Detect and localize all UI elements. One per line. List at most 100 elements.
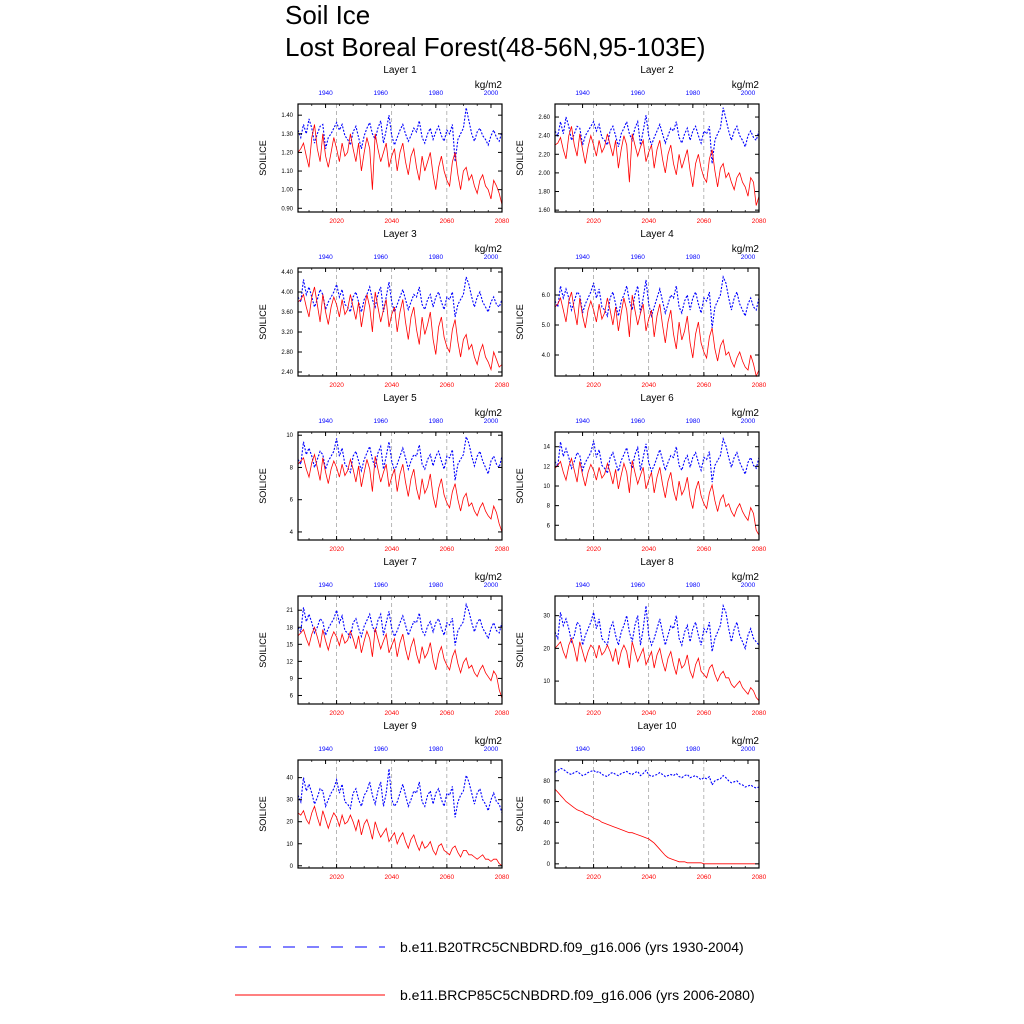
y-axis-label: SOILICE (258, 140, 268, 176)
x-tick-label: 2040 (641, 218, 656, 225)
y-tick-label: 20 (543, 646, 550, 652)
series-line-historical (554, 767, 760, 789)
panel-layer-7: Layer 7 kg/m2 6 9 12 15 18 21 2020 2040 2060 2080 19… (258, 557, 510, 717)
units-label: kg/m2 (475, 572, 503, 583)
x-tick-label: 2020 (586, 218, 601, 225)
y-tick-label: 40 (543, 820, 550, 826)
legend-label-historical: b.e11.B20TRC5CNBDRD.f09_g16.006 (yrs 193… (400, 939, 744, 955)
plot-frame (297, 595, 503, 705)
x-tick-label: 2060 (440, 546, 455, 553)
series-line-future (554, 637, 760, 701)
panel-title: Layer 1 (383, 65, 417, 76)
top-tick-label: 1960 (373, 418, 388, 425)
panel-title: Layer 2 (640, 65, 674, 76)
x-tick-label: 2080 (495, 546, 510, 553)
units-label: kg/m2 (732, 572, 760, 583)
chart-subtitle: Lost Boreal Forest(48-56N,95-103E) (285, 32, 706, 62)
y-tick-label: 10 (543, 679, 550, 685)
top-tick-label: 1940 (318, 418, 333, 425)
top-tick-label: 1940 (575, 90, 590, 97)
units-label: kg/m2 (732, 736, 760, 747)
y-tick-label: 5.0 (542, 323, 551, 329)
x-tick-label: 2020 (586, 710, 601, 717)
legend-label-future: b.e11.BRCP85C5CNBDRD.f09_g16.006 (yrs 20… (400, 987, 755, 1003)
top-tick-label: 2000 (741, 418, 756, 425)
top-tick-label: 1980 (429, 90, 444, 97)
x-tick-label: 2060 (697, 874, 712, 881)
plot-frame (554, 103, 760, 213)
y-tick-label: 8 (290, 465, 294, 471)
x-tick-label: 2040 (384, 710, 399, 717)
y-tick-label: 1.30 (281, 132, 293, 138)
y-tick-label: 4.40 (281, 270, 293, 276)
top-tick-label: 1980 (429, 254, 444, 261)
y-axis-label: SOILICE (258, 468, 268, 504)
x-tick-label: 2040 (384, 874, 399, 881)
top-tick-label: 1960 (373, 746, 388, 753)
panel-layer-8: Layer 8 kg/m2 10 20 30 2020 2040 2060 2080 1940 19… (515, 557, 767, 717)
y-tick-label: 6 (290, 498, 294, 504)
x-tick-label: 2020 (329, 874, 344, 881)
top-tick-label: 2000 (484, 418, 499, 425)
panel-title: Layer 6 (640, 393, 674, 404)
panel-title: Layer 4 (640, 229, 674, 240)
top-tick-label: 1980 (686, 746, 701, 753)
y-axis-label: SOILICE (258, 304, 268, 340)
y-tick-label: 4.0 (542, 353, 551, 359)
y-tick-label: 6.0 (542, 293, 551, 299)
y-tick-label: 80 (543, 779, 550, 785)
y-axis-label: SOILICE (515, 468, 525, 504)
y-axis-label: SOILICE (515, 632, 525, 668)
top-tick-label: 1960 (373, 582, 388, 589)
x-tick-label: 2060 (697, 546, 712, 553)
plot-frame (297, 431, 503, 541)
top-tick-label: 1980 (686, 582, 701, 589)
series-line-historical (297, 276, 503, 318)
top-tick-label: 1960 (630, 254, 645, 261)
x-tick-label: 2060 (440, 382, 455, 389)
series-line-future (297, 124, 503, 205)
top-tick-label: 1960 (373, 90, 388, 97)
plot-frame (297, 267, 503, 377)
top-tick-label: 1980 (686, 254, 701, 261)
y-tick-label: 30 (543, 614, 550, 620)
x-tick-label: 2040 (384, 382, 399, 389)
top-tick-label: 1960 (373, 254, 388, 261)
y-axis-label: SOILICE (515, 796, 525, 832)
x-tick-label: 2040 (384, 546, 399, 553)
series-line-future (554, 291, 760, 378)
plot-frame (297, 759, 503, 869)
panel-layer-1: Layer 1 kg/m2 0.90 1.00 1.10 1.20 1.30 1.40 2020… (258, 65, 510, 225)
y-tick-label: 10 (543, 484, 550, 490)
y-tick-label: 3.60 (281, 310, 293, 316)
series-line-future (554, 788, 759, 865)
top-tick-label: 2000 (484, 746, 499, 753)
x-tick-label: 2080 (495, 218, 510, 225)
y-tick-label: 1.10 (281, 169, 293, 175)
panel-layer-2: Layer 2 kg/m2 1.60 1.80 2.00 2.20 2.40 2.60 2020… (515, 65, 767, 225)
y-tick-label: 20 (286, 820, 293, 826)
panel-layer-4: Layer 4 kg/m2 4.0 5.0 6.0 2020 2040 2060 2080 194… (515, 229, 767, 389)
x-tick-label: 2020 (329, 710, 344, 717)
top-tick-label: 1940 (575, 254, 590, 261)
top-tick-label: 2000 (741, 582, 756, 589)
series-line-historical (297, 434, 503, 481)
y-tick-label: 60 (543, 800, 550, 806)
series-line-historical (297, 107, 503, 162)
panel-layer-9: Layer 9 kg/m2 0 10 20 30 40 2020 2040 2060 2080 194… (258, 721, 510, 881)
plot-frame (554, 267, 760, 377)
y-tick-label: 0 (547, 862, 551, 868)
plot-frame (297, 103, 503, 213)
x-tick-label: 2020 (329, 382, 344, 389)
y-tick-label: 0 (290, 864, 294, 870)
y-tick-label: 18 (286, 625, 293, 631)
x-tick-label: 2040 (641, 710, 656, 717)
units-label: kg/m2 (475, 736, 503, 747)
y-axis-label: SOILICE (515, 140, 525, 176)
panel-layer-3: Layer 3 kg/m2 2.40 2.80 3.20 3.60 4.00 4.40 2020… (258, 229, 510, 389)
series-line-historical (554, 107, 760, 164)
series-line-future (297, 286, 503, 372)
x-tick-label: 2020 (329, 218, 344, 225)
y-axis-label: SOILICE (258, 796, 268, 832)
y-tick-label: 0.90 (281, 206, 293, 212)
